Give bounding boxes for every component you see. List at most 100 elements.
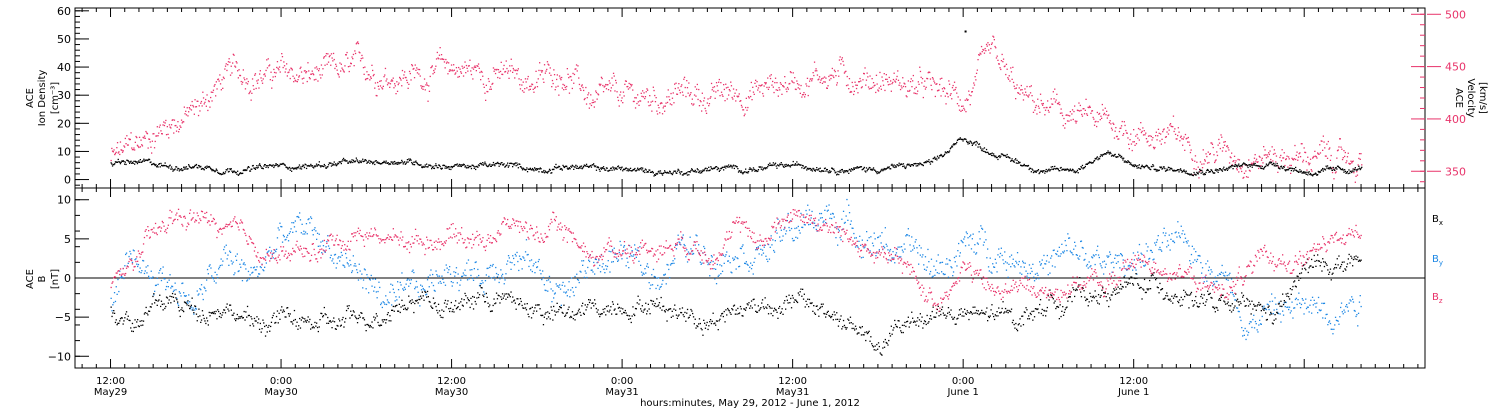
velocity-series-point — [636, 102, 638, 105]
velocity-series-point — [550, 74, 552, 76]
by-series-point — [148, 275, 150, 277]
density-series-point — [818, 168, 820, 170]
velocity-series-point — [595, 90, 597, 92]
by-series-point — [496, 276, 499, 278]
density-series-point — [637, 168, 639, 171]
velocity-series-point — [339, 62, 341, 64]
density-series-point — [308, 165, 311, 167]
velocity-series-point — [150, 146, 152, 148]
velocity-series-point — [372, 75, 374, 77]
density-series-point — [448, 168, 450, 170]
velocity-series-point — [975, 72, 978, 74]
velocity-series-point — [248, 92, 250, 95]
density-series-point — [529, 167, 531, 169]
velocity-series-point — [637, 101, 639, 103]
by-series-point — [280, 225, 282, 228]
by-series-point — [380, 302, 383, 304]
velocity-series-point — [1169, 124, 1171, 126]
density-series-point — [813, 169, 816, 171]
density-series-point — [1245, 164, 1247, 166]
density-series-point — [1300, 170, 1302, 172]
density-series-point — [968, 141, 970, 143]
by-series-point — [742, 244, 744, 246]
by-series-point — [807, 204, 809, 206]
x-date-label: May30 — [264, 387, 297, 398]
by-series-point — [747, 264, 749, 266]
by-series-point — [509, 261, 511, 263]
velocity-series-point — [1069, 115, 1071, 117]
by-series-point — [794, 227, 796, 230]
density-series-point — [953, 144, 956, 146]
density-series-point — [675, 172, 677, 174]
density-series-point — [1199, 168, 1201, 171]
density-series-point — [881, 168, 883, 170]
velocity-series-point — [1125, 132, 1128, 134]
velocity-series-point — [534, 86, 536, 88]
velocity-series-point — [764, 83, 767, 85]
density-series-point — [965, 138, 967, 141]
density-series-point — [524, 168, 526, 171]
velocity-series-point — [788, 83, 790, 85]
velocity-series-point — [126, 135, 128, 137]
density-series-point — [624, 168, 626, 171]
density-series-point — [849, 169, 851, 171]
velocity-series-point — [672, 92, 674, 94]
velocity-series-point — [521, 84, 523, 86]
velocity-series-point — [395, 93, 397, 95]
by-series-point — [769, 246, 771, 248]
density-series-point — [1096, 156, 1098, 158]
velocity-series-point — [894, 80, 896, 82]
density-series-point — [138, 161, 141, 163]
velocity-series-point — [982, 48, 984, 51]
by-series-point — [266, 252, 268, 254]
velocity-series-point — [1148, 145, 1150, 147]
velocity-series-point — [228, 58, 230, 60]
velocity-series-point — [300, 66, 302, 68]
velocity-series-point — [307, 62, 309, 64]
density-series-point — [723, 166, 725, 168]
velocity-series-point — [1046, 106, 1048, 109]
density-series-point — [1198, 171, 1200, 173]
density-series-point — [577, 167, 579, 169]
velocity-series-point — [278, 69, 280, 71]
velocity-series-point — [715, 91, 717, 93]
velocity-series-point — [261, 80, 263, 82]
density-series-point — [1292, 170, 1295, 172]
velocity-series-point — [701, 92, 703, 94]
density-series-point — [301, 165, 303, 168]
density-series-point — [1042, 170, 1044, 172]
by-series-point — [825, 205, 828, 207]
density-series-point — [153, 162, 155, 165]
by-series-point — [241, 259, 243, 261]
by-series-point — [774, 240, 776, 242]
velocity-series-point — [283, 65, 286, 67]
density-series-point — [1331, 169, 1334, 171]
velocity-series-point — [1214, 160, 1216, 162]
velocity-series-point — [1302, 161, 1304, 163]
density-series-point — [460, 164, 462, 166]
density-series-point — [1125, 161, 1127, 163]
density-series-point — [1130, 164, 1133, 166]
density-series-point — [523, 168, 525, 170]
velocity-series-point — [1258, 155, 1260, 157]
by-series-point — [521, 268, 523, 270]
velocity-series-point — [730, 81, 732, 83]
by-series-point — [596, 262, 598, 264]
velocity-series-point — [1290, 164, 1292, 167]
density-series-point — [1025, 165, 1027, 167]
by-series-point — [410, 279, 412, 281]
density-series-point — [1230, 166, 1232, 168]
velocity-series-point — [1135, 135, 1137, 137]
velocity-series-point — [816, 70, 818, 72]
velocity-series-point — [141, 145, 144, 147]
velocity-series-point — [493, 70, 495, 72]
density-series-point — [593, 163, 595, 165]
by-series-point — [352, 255, 354, 257]
velocity-series-point — [585, 103, 588, 105]
velocity-series-point — [515, 69, 517, 71]
density-series-point — [1282, 165, 1285, 168]
velocity-series-point — [199, 110, 201, 112]
density-series-point — [876, 172, 878, 175]
velocity-series-point — [671, 97, 674, 99]
density-series-point — [1000, 153, 1003, 155]
